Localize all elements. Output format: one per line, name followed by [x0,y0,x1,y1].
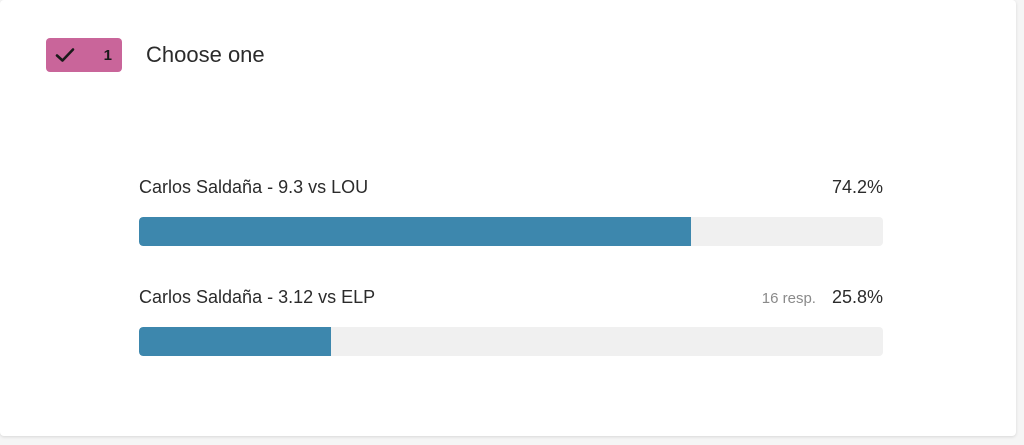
question-header: 1 Choose one [46,38,265,72]
option-item: Carlos Saldaña - 3.12 vs ELP 16 resp. 25… [139,287,883,356]
response-count: 16 resp. [761,290,816,307]
progress-fill [139,327,331,356]
poll-results-card: 1 Choose one Carlos Saldaña - 9.3 vs LOU… [46,38,883,356]
progress-fill [139,217,692,246]
progress-track [139,217,883,246]
option-label: Carlos Saldaña - 9.3 vs LOU [139,177,369,197]
option-item: Carlos Saldaña - 9.3 vs LOU 74.2% [139,177,883,246]
check-icon [55,47,75,63]
option-percent: 74.2% [831,177,883,197]
question-number: 1 [103,46,112,64]
progress-track [139,327,883,356]
question-title: Choose one [146,42,265,67]
option-label: Carlos Saldaña - 3.12 vs ELP [139,287,376,307]
question-badge: 1 [46,38,122,72]
option-percent: 25.8% [831,287,883,307]
